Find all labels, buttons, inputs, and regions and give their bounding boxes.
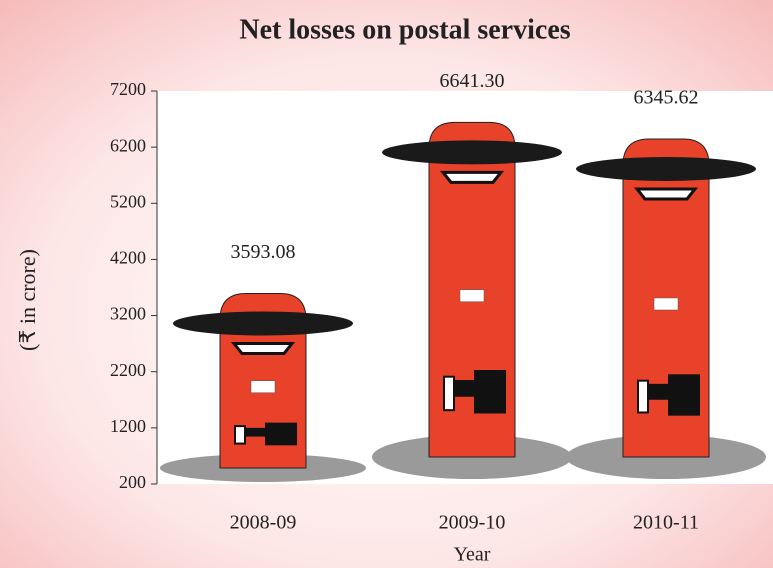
y-tick-label: 200: [119, 472, 146, 492]
y-tick-label: 4200: [110, 248, 146, 268]
value-label: 6641.30: [440, 70, 505, 92]
lock: [234, 425, 246, 445]
x-tick-label: 2008-09: [230, 512, 297, 534]
x-tick-label: 2009-10: [439, 512, 506, 534]
y-tick-label: 5200: [110, 191, 146, 211]
chart-title: Net losses on postal services: [239, 14, 570, 45]
slot: [633, 187, 699, 201]
value-label: 3593.08: [231, 241, 296, 263]
hat-band: [623, 164, 709, 173]
lock: [443, 375, 455, 412]
y-axis-label: (₹ in crore): [15, 249, 40, 351]
y-tick-label: 3200: [110, 304, 146, 324]
plate: [250, 380, 276, 394]
door: [474, 369, 506, 414]
y-tick-label: 7200: [110, 79, 146, 99]
door: [668, 374, 700, 416]
value-label: 6345.62: [634, 87, 699, 109]
lock: [637, 379, 649, 414]
slot: [230, 342, 296, 356]
plate: [459, 289, 485, 302]
y-tick-label: 2200: [110, 360, 146, 380]
handle: [239, 427, 267, 437]
plate: [653, 297, 679, 311]
x-tick-label: 2010-11: [633, 512, 699, 534]
x-axis-label: Year: [454, 544, 491, 566]
hat-band: [220, 319, 306, 328]
y-tick-label: 6200: [110, 135, 146, 155]
y-tick-label: 1200: [110, 416, 146, 436]
slot: [439, 170, 505, 184]
door: [265, 422, 297, 446]
hat-band: [429, 148, 515, 157]
